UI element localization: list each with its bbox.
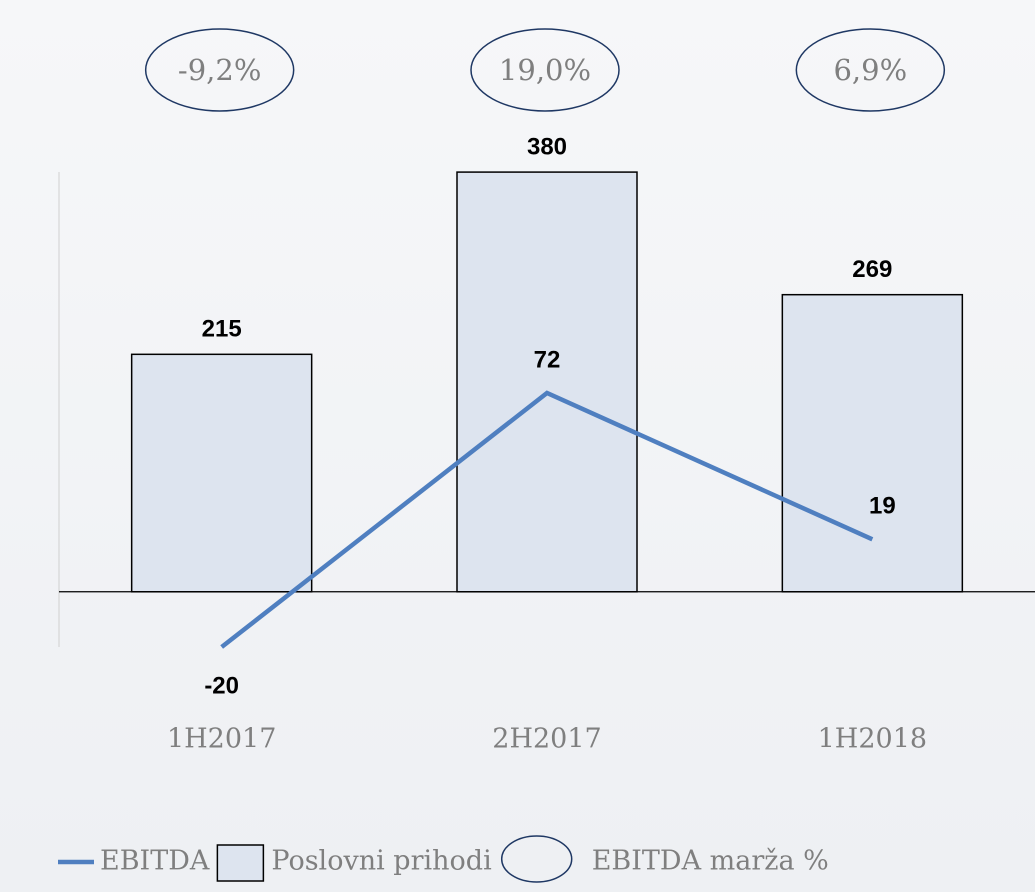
margin-ellipse [144, 28, 295, 112]
bar [456, 171, 638, 593]
legend-swatch [500, 835, 573, 883]
line [220, 390, 874, 649]
x-tick-label: 1H2017 [167, 724, 276, 755]
margin-ellipse [795, 28, 946, 112]
bar [130, 353, 313, 593]
margin-ellipse [470, 28, 620, 112]
data-label: 72 [534, 346, 561, 373]
data-label: 215 [202, 316, 242, 343]
data-label: -20 [204, 672, 239, 699]
legend-label: EBITDA [100, 846, 210, 877]
x-tick-label: 1H2018 [818, 724, 927, 755]
legend-swatch [216, 844, 265, 882]
margin-label: 6,9% [833, 53, 907, 87]
legend-label: EBITDA marža % [592, 846, 829, 877]
margin-label: -9,2% [178, 53, 261, 87]
legend-label: Poslovni prihodi [271, 846, 492, 877]
x-tick-label: 2H2017 [492, 724, 601, 755]
data-label: 380 [527, 133, 567, 160]
data-label: 19 [869, 493, 896, 520]
data-label: 269 [852, 256, 892, 283]
bar [781, 293, 964, 593]
margin-label: 19,0% [499, 53, 591, 87]
